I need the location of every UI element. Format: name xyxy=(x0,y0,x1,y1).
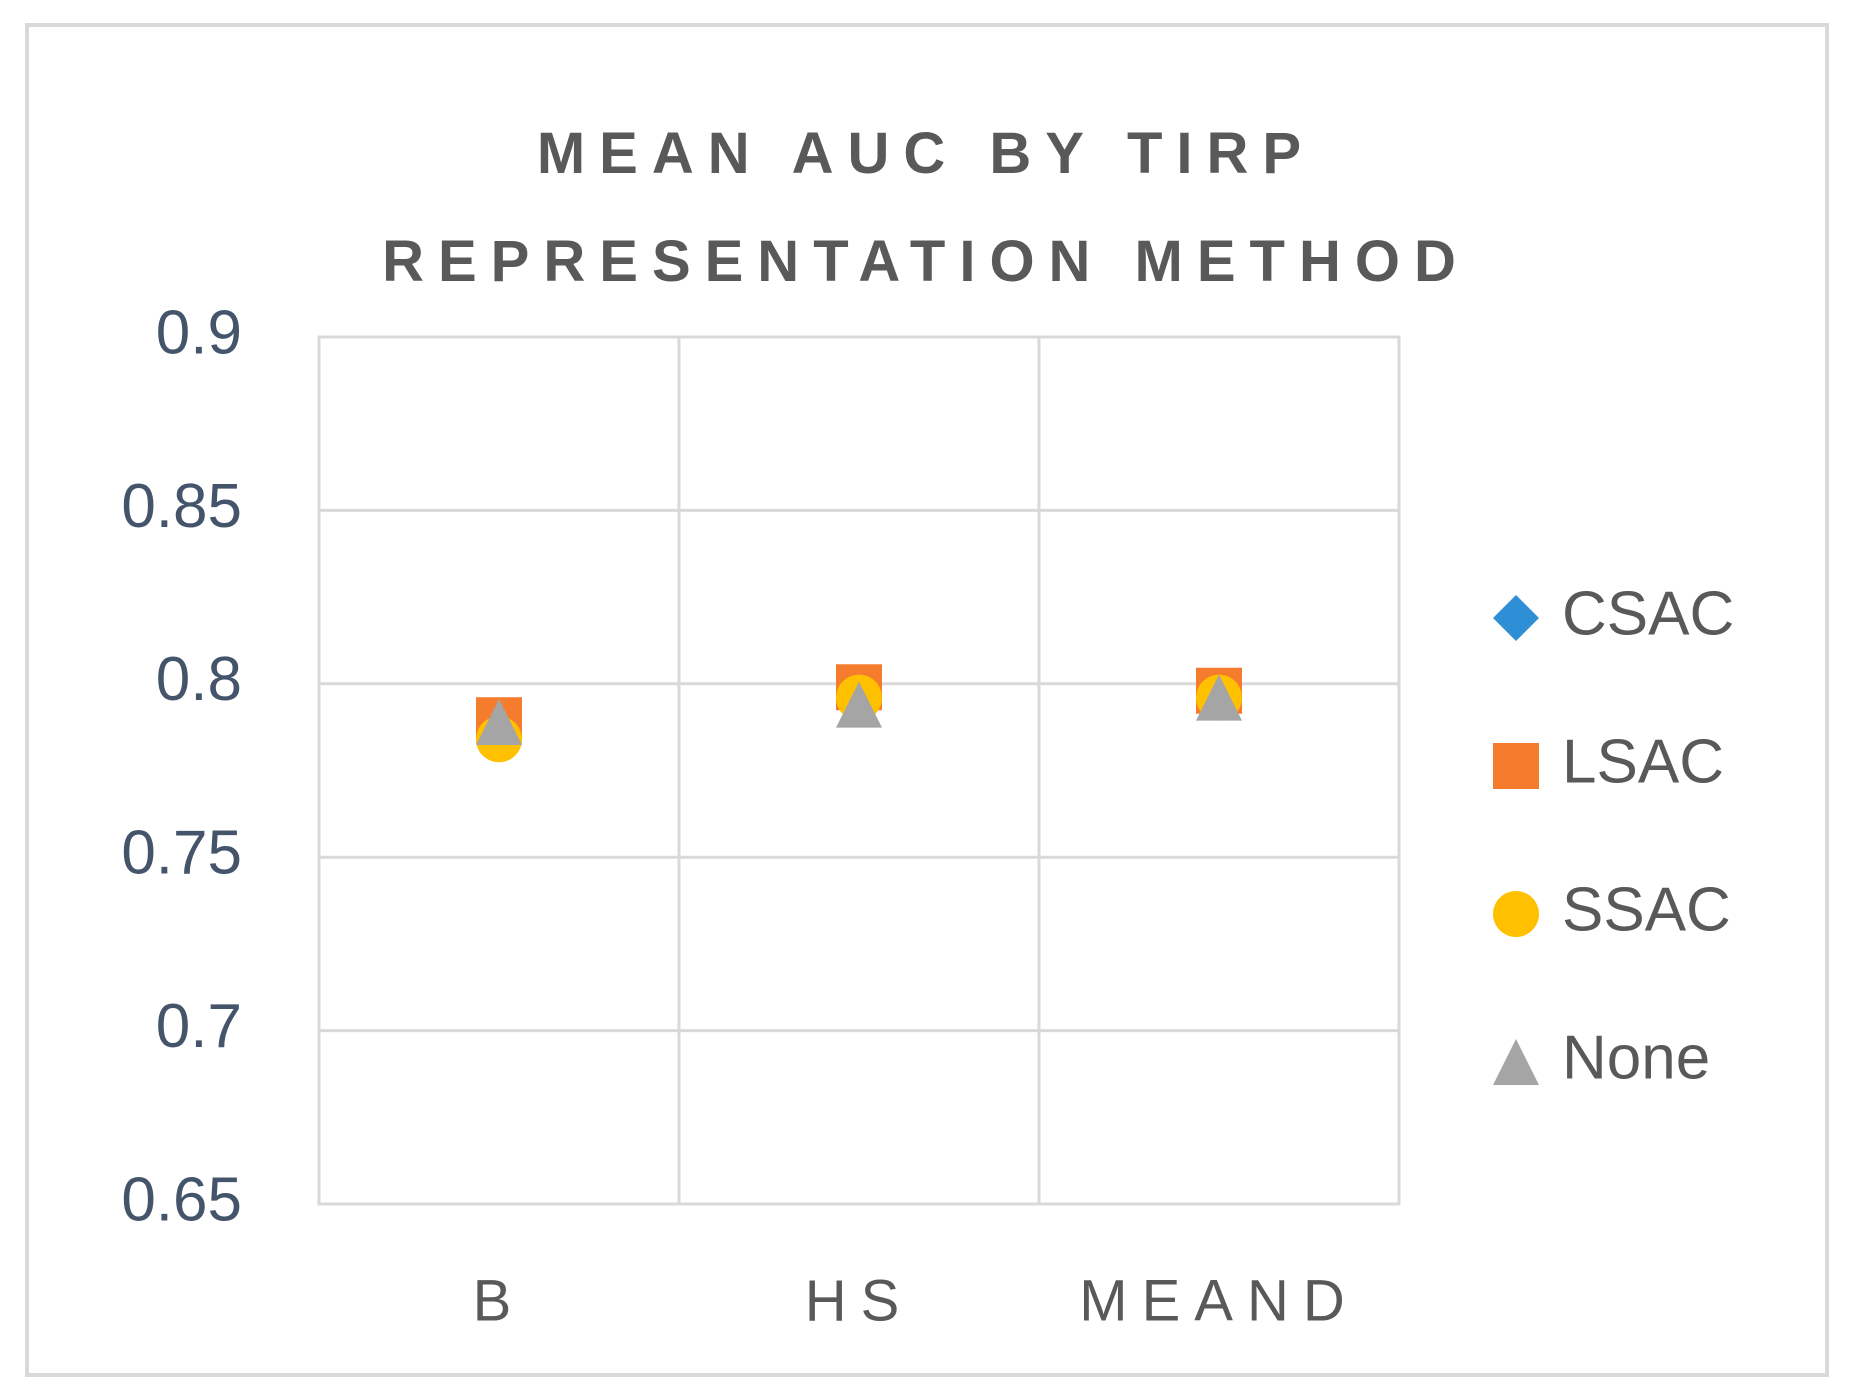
y-tick-label: 0.85 xyxy=(121,472,242,541)
data-point xyxy=(476,698,522,745)
legend-marker xyxy=(1493,595,1539,641)
x-tick-label: B xyxy=(473,1268,526,1333)
legend-marker xyxy=(1493,891,1539,937)
y-tick-label: 0.7 xyxy=(156,992,242,1061)
x-tick-label: HS xyxy=(805,1268,914,1333)
y-tick-label: 0.8 xyxy=(156,645,242,714)
data-point xyxy=(1196,674,1242,721)
chart-border xyxy=(25,23,1829,1377)
legend-marker xyxy=(1493,1039,1539,1085)
legend-label: None xyxy=(1562,1023,1710,1092)
x-tick-label: MEAND xyxy=(1079,1268,1358,1333)
y-tick-label: 0.75 xyxy=(121,819,242,888)
legend-label: SSAC xyxy=(1562,875,1731,944)
legend-label: CSAC xyxy=(1562,579,1734,648)
chart-title: MEAN AUC BY TIRP REPRESENTATION METHOD xyxy=(382,121,1470,294)
data-point xyxy=(836,681,882,728)
y-tick-label: 0.9 xyxy=(156,298,242,367)
y-tick-label: 0.65 xyxy=(121,1165,242,1234)
legend-label: LSAC xyxy=(1562,727,1724,796)
legend-marker xyxy=(1493,743,1539,789)
